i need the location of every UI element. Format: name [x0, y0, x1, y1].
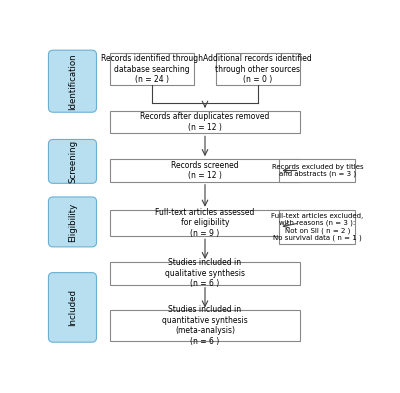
Text: Eligibility: Eligibility [68, 202, 77, 242]
FancyBboxPatch shape [48, 50, 96, 112]
Text: Full-text articles excluded,
with reasons (n = 3 ):
Not on SII ( n = 2 )
No surv: Full-text articles excluded, with reason… [271, 213, 364, 241]
FancyBboxPatch shape [279, 159, 355, 182]
Text: Full-text articles assessed
for eligibility
(n = 9 ): Full-text articles assessed for eligibil… [155, 208, 255, 238]
Text: Studies included in
qualitative synthesis
(n = 6 ): Studies included in qualitative synthesi… [165, 259, 245, 288]
Text: Records screened
(n = 12 ): Records screened (n = 12 ) [171, 161, 239, 180]
FancyBboxPatch shape [216, 53, 300, 85]
FancyBboxPatch shape [48, 140, 96, 184]
FancyBboxPatch shape [279, 209, 355, 244]
Text: Included: Included [68, 289, 77, 326]
Text: Records excluded by titles
and abstracts (n = 3 ): Records excluded by titles and abstracts… [272, 164, 363, 177]
FancyBboxPatch shape [110, 262, 300, 285]
FancyBboxPatch shape [48, 197, 96, 247]
Text: Records identified through
database searching
(n = 24 ): Records identified through database sear… [101, 54, 203, 84]
FancyBboxPatch shape [110, 209, 300, 236]
Text: Screening: Screening [68, 140, 77, 183]
Text: Records after duplicates removed
(n = 12 ): Records after duplicates removed (n = 12… [140, 112, 270, 132]
Text: Identification: Identification [68, 53, 77, 110]
Text: Additional records identified
through other sources
(n = 0 ): Additional records identified through ot… [203, 54, 312, 84]
FancyBboxPatch shape [110, 310, 300, 341]
FancyBboxPatch shape [48, 273, 96, 342]
FancyBboxPatch shape [110, 53, 194, 85]
Text: Studies included in
quantitative synthesis
(meta-analysis)
(n = 6 ): Studies included in quantitative synthes… [162, 305, 248, 346]
FancyBboxPatch shape [110, 159, 300, 182]
FancyBboxPatch shape [110, 111, 300, 133]
